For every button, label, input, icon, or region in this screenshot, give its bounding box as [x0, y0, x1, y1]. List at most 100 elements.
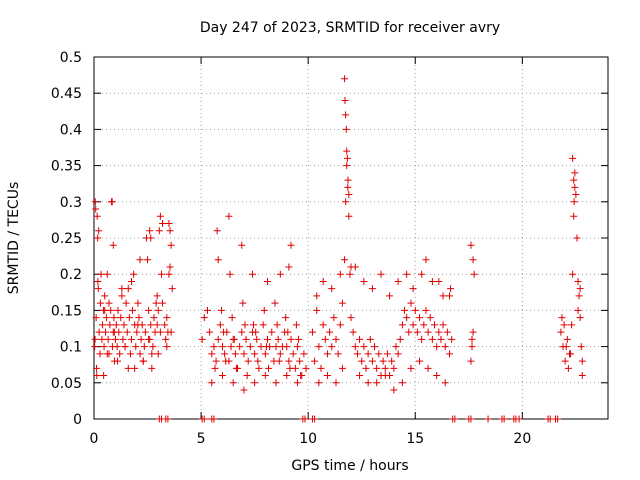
- data-point: [100, 372, 108, 380]
- data-point: [165, 270, 173, 278]
- data-point: [122, 299, 130, 307]
- data-point: [243, 372, 251, 380]
- data-point: [119, 335, 127, 343]
- data-point: [577, 343, 585, 351]
- data-point: [248, 270, 256, 278]
- data-point: [558, 314, 566, 322]
- data-point: [295, 335, 303, 343]
- data-point: [148, 364, 156, 372]
- data-point: [129, 306, 137, 314]
- data-point: [441, 379, 449, 387]
- data-point: [147, 321, 155, 329]
- data-point: [469, 256, 477, 264]
- data-point: [345, 191, 353, 199]
- data-point: [91, 198, 99, 206]
- data-point: [166, 263, 174, 271]
- data-point: [253, 335, 261, 343]
- y-tick-label: 0.2: [60, 267, 82, 283]
- data-point: [403, 314, 411, 322]
- y-tick-label: 0.05: [51, 376, 82, 392]
- y-tick-label: 0.15: [51, 303, 82, 319]
- data-point: [163, 314, 171, 322]
- data-point: [381, 364, 389, 372]
- data-point: [398, 321, 406, 329]
- data-point: [146, 227, 154, 235]
- data-point: [368, 357, 376, 365]
- data-point: [275, 357, 283, 365]
- data-point: [109, 241, 117, 249]
- data-point: [292, 321, 300, 329]
- data-point: [338, 299, 346, 307]
- data-point: [358, 357, 366, 365]
- data-point: [428, 277, 436, 285]
- y-tick-label: 0.3: [60, 195, 82, 211]
- data-point: [134, 299, 142, 307]
- data-point: [93, 212, 101, 220]
- data-point: [409, 285, 417, 293]
- data-point: [302, 364, 310, 372]
- data-point: [446, 292, 454, 300]
- data-point: [343, 162, 351, 170]
- data-point: [394, 350, 402, 358]
- data-point: [343, 154, 351, 162]
- data-point: [341, 75, 349, 83]
- data-point: [251, 379, 259, 387]
- data-point: [403, 270, 411, 278]
- data-point: [154, 350, 162, 358]
- data-point: [418, 270, 426, 278]
- data-point: [261, 350, 269, 358]
- data-point: [315, 379, 323, 387]
- data-point: [164, 415, 172, 423]
- data-point: [101, 292, 109, 300]
- data-point: [96, 350, 104, 358]
- data-point: [560, 321, 568, 329]
- data-point: [570, 176, 578, 184]
- data-point: [342, 125, 350, 133]
- data-point: [145, 335, 153, 343]
- data-point: [127, 335, 135, 343]
- data-point: [272, 379, 280, 387]
- data-point: [570, 212, 578, 220]
- data-point: [276, 350, 284, 358]
- data-point: [409, 321, 417, 329]
- data-point: [200, 314, 208, 322]
- data-point: [155, 227, 163, 235]
- data-point: [263, 335, 271, 343]
- data-point: [284, 328, 292, 336]
- y-tick-label: 0.1: [60, 340, 82, 356]
- data-points: [91, 75, 586, 423]
- data-point: [287, 335, 295, 343]
- y-tick-label: 0.25: [51, 231, 82, 247]
- x-tick-label: 10: [299, 431, 317, 447]
- data-point: [162, 335, 170, 343]
- data-point: [206, 328, 214, 336]
- x-axis-label: GPS time / hours: [291, 458, 408, 474]
- data-point: [296, 357, 304, 365]
- data-point: [212, 357, 220, 365]
- data-point: [238, 241, 246, 249]
- data-point: [99, 321, 107, 329]
- data-point: [214, 335, 222, 343]
- data-point: [342, 111, 350, 119]
- data-point: [467, 241, 475, 249]
- data-point: [319, 321, 327, 329]
- data-point: [208, 379, 216, 387]
- data-point: [139, 357, 147, 365]
- data-point: [407, 299, 415, 307]
- data-point: [573, 234, 581, 242]
- data-point: [344, 176, 352, 184]
- data-point: [398, 379, 406, 387]
- data-point: [210, 415, 218, 423]
- data-point: [315, 343, 323, 351]
- data-point: [375, 350, 383, 358]
- data-point: [300, 350, 308, 358]
- data-point: [92, 205, 100, 213]
- data-point: [282, 314, 290, 322]
- data-point: [93, 364, 101, 372]
- data-point: [332, 379, 340, 387]
- data-point: [293, 379, 301, 387]
- data-point: [137, 335, 145, 343]
- data-point: [448, 335, 456, 343]
- data-point: [313, 292, 321, 300]
- data-point: [198, 335, 206, 343]
